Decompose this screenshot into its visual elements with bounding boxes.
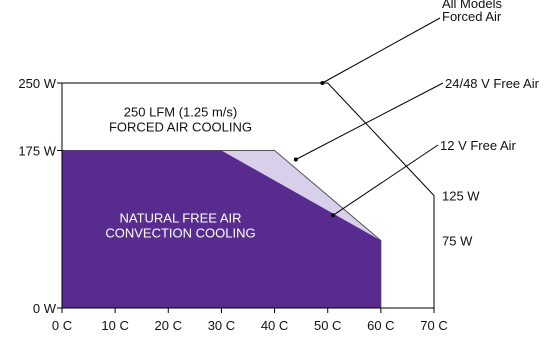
annotation-24-48v-line-0: 24/48 V Free Air — [445, 76, 540, 91]
forced-region-label-line-1: FORCED AIR COOLING — [109, 119, 252, 134]
series-12v-area — [62, 150, 381, 308]
x-tick-label: 70 C — [420, 318, 447, 333]
x-tick-label: 20 C — [155, 318, 182, 333]
annotation-all-models-line-1: Forced Air — [442, 9, 502, 24]
annotation-all-models-leader — [322, 17, 441, 84]
annotation-24-48v-leader — [295, 82, 444, 160]
x-tick-label: 10 C — [101, 318, 128, 333]
annotation-12v-line-0: 12 V Free Air — [440, 138, 517, 153]
forced-region-label-line-0: 250 LFM (1.25 m/s) — [124, 104, 237, 119]
x-tick-label: 0 C — [52, 318, 72, 333]
natural-region-label-line-0: NATURAL FREE AIR — [119, 211, 241, 226]
annotation-12v-arrowhead — [331, 213, 336, 218]
plot-area: 0 C 10 C 20 C 30 C 40 C 50 C 60 C 70 C 0 W 175 W 2… — [18, 0, 539, 333]
annotation-all-models-line-0: All Models — [442, 0, 502, 11]
y-tick-label: 250 W — [18, 76, 56, 91]
natural-region-label-line-1: CONVECTION COOLING — [105, 226, 255, 241]
y-tick-label: 175 W — [18, 144, 56, 159]
x-tick-label: 30 C — [208, 318, 235, 333]
x-tick-label: 50 C — [314, 318, 341, 333]
free-air-end-label: 75 W — [442, 234, 473, 249]
forced-air-end-label: 125 W — [442, 189, 480, 204]
x-tick-label: 60 C — [367, 318, 394, 333]
annotation-all-models-arrowhead — [320, 81, 325, 85]
annotation-12v-leader — [332, 144, 439, 216]
annotation-24-48v-arrowhead — [293, 157, 298, 162]
series-forced-air-line — [62, 82, 435, 196]
y-tick-label: 0 W — [33, 301, 57, 316]
x-tick-label: 40 C — [261, 318, 288, 333]
